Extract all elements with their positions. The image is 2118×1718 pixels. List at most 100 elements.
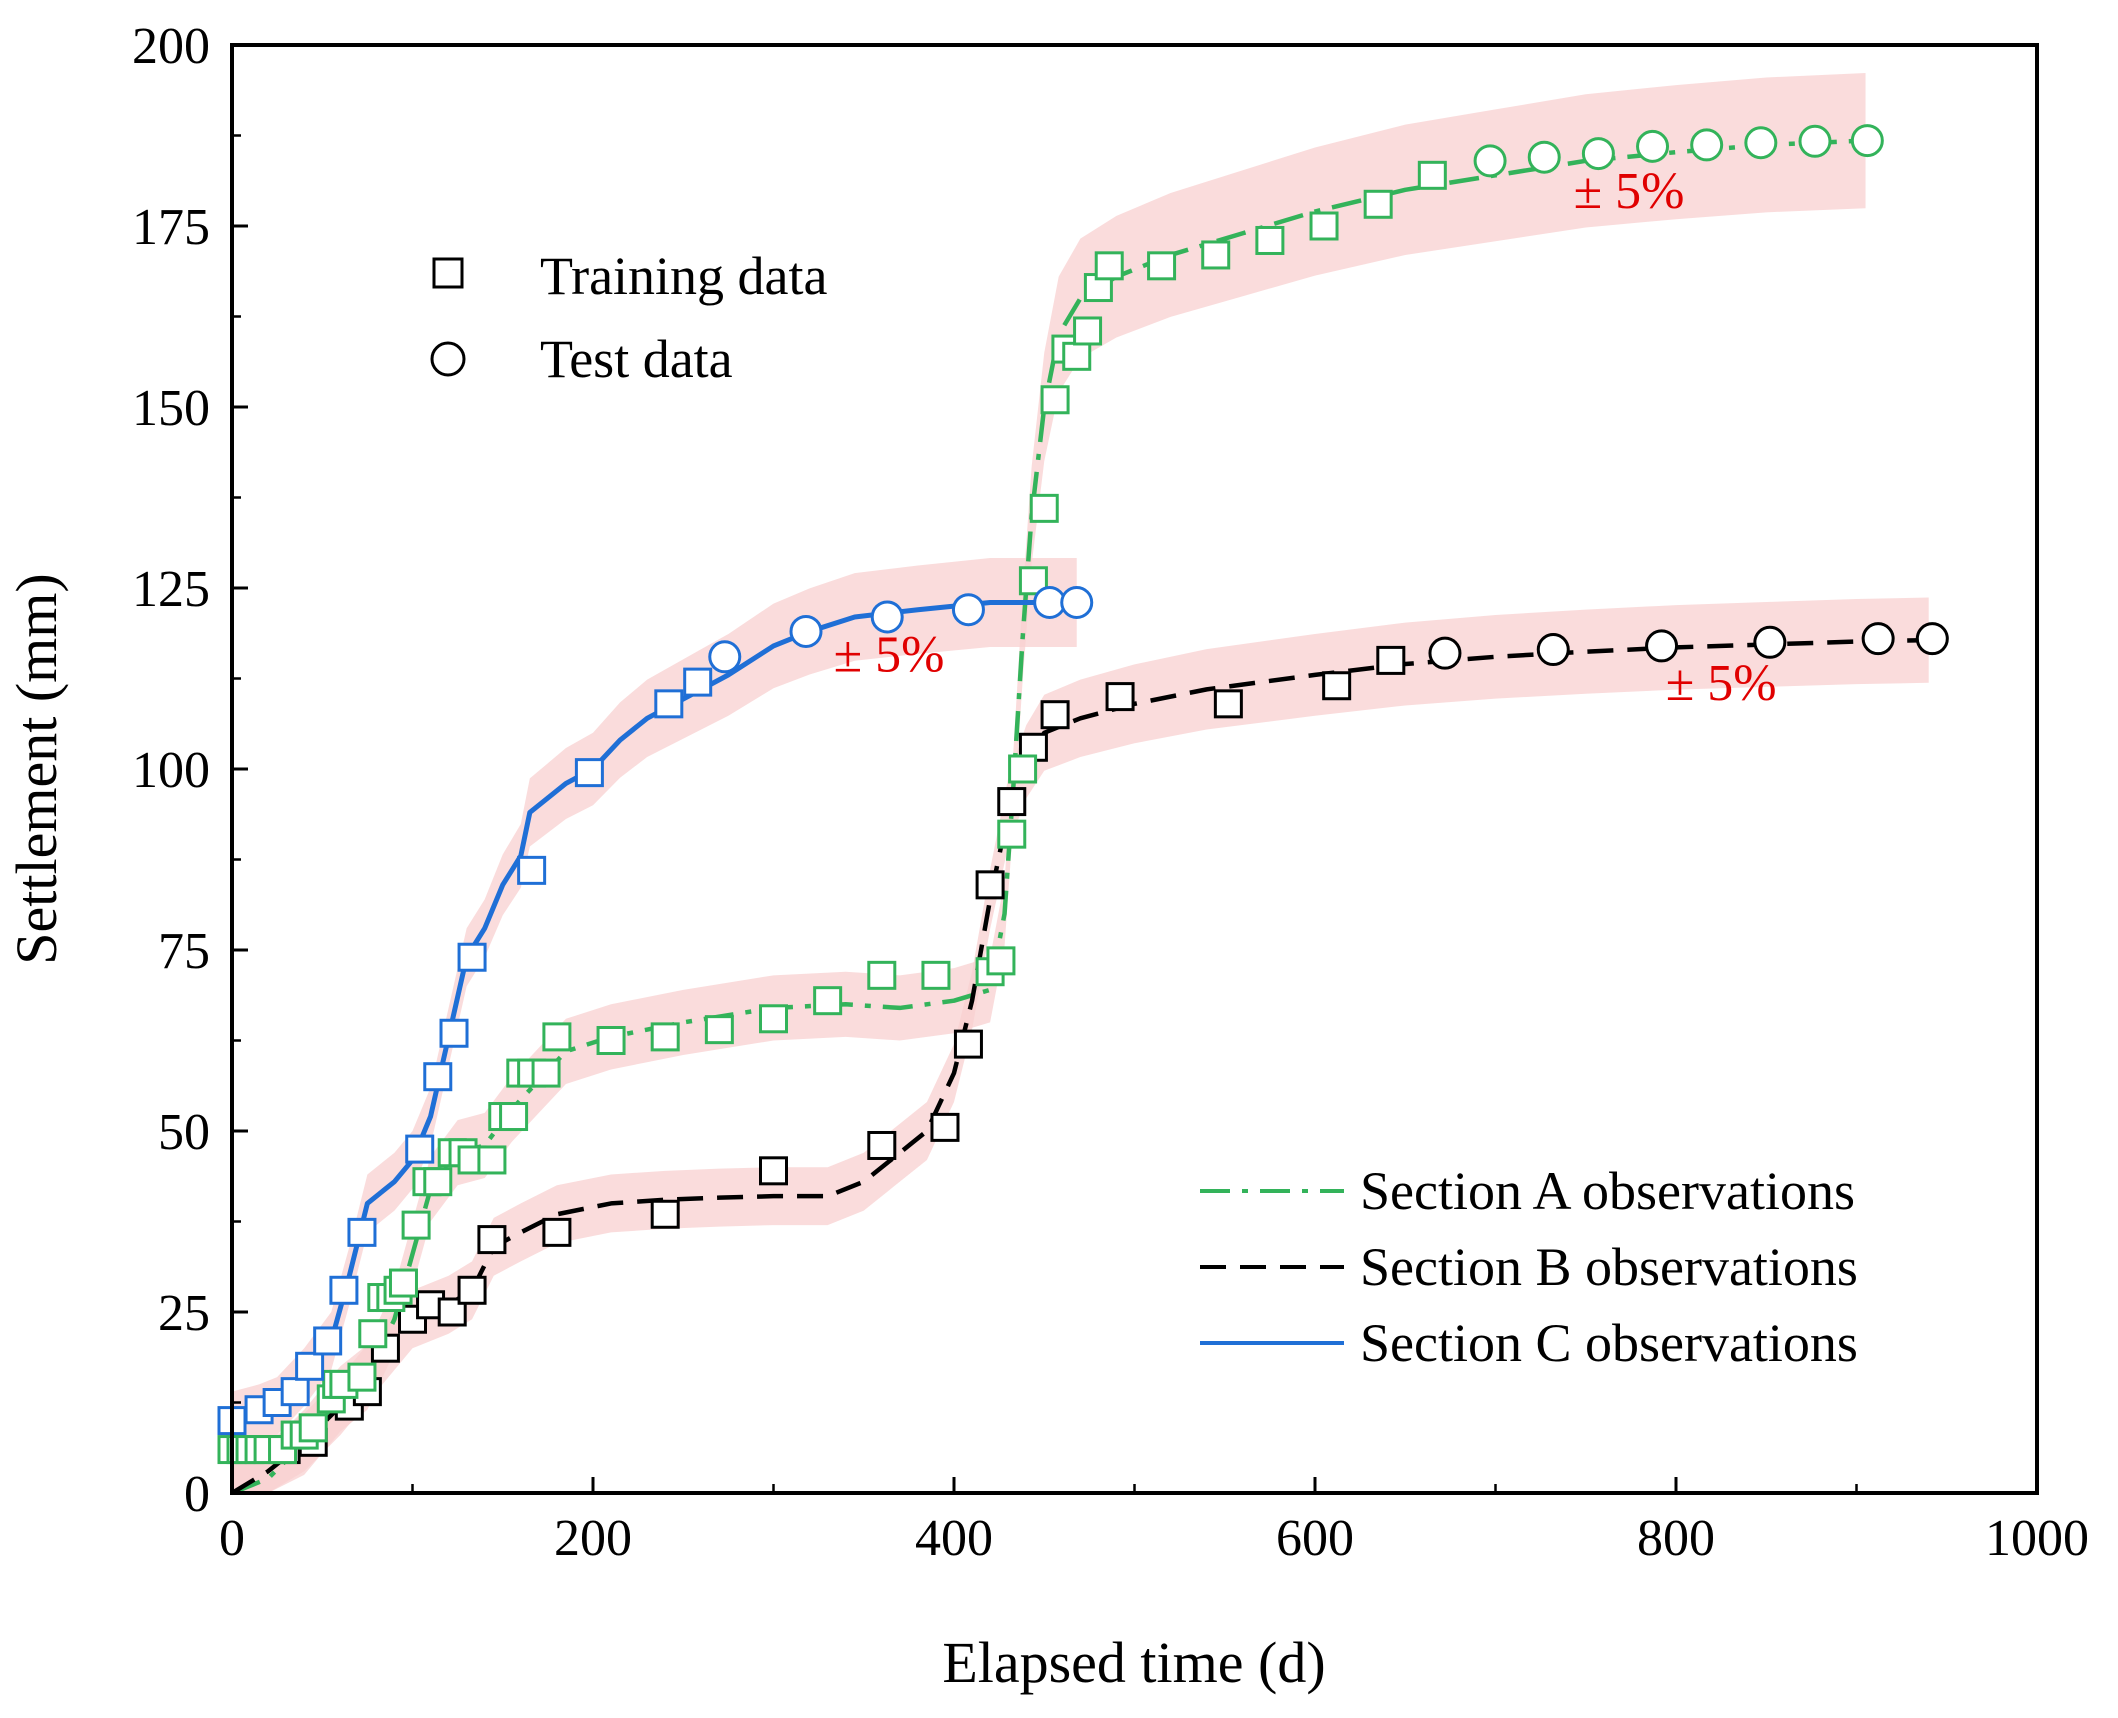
y-tick-label: 125 <box>132 561 210 618</box>
train-point-section_c <box>457 942 487 972</box>
train-point-section_a <box>1363 189 1393 219</box>
test-point-section_c <box>1060 585 1094 619</box>
train-point-section_c <box>295 1351 325 1381</box>
train-point-section_c <box>313 1326 343 1356</box>
train-point-section_a <box>358 1319 388 1349</box>
x-tick-label: 200 <box>554 1510 632 1567</box>
test-point-section_b <box>1861 622 1895 656</box>
train-point-section_a <box>1073 316 1103 346</box>
train-point-section_b <box>1322 671 1352 701</box>
legend-label-test: Test data <box>540 329 733 389</box>
test-point-section_c <box>789 614 823 648</box>
train-point-section_b <box>1105 682 1135 712</box>
x-tick-label: 0 <box>219 1510 245 1567</box>
train-point-section_b <box>997 787 1027 817</box>
data-markers <box>217 124 1949 1465</box>
train-point-section_c <box>329 1275 359 1305</box>
band-labels: ± 5% ± 5% ± 5% <box>834 163 1777 712</box>
y-tick-label: 50 <box>158 1104 210 1161</box>
y-tick-label: 100 <box>132 742 210 799</box>
train-point-section_a <box>423 1167 453 1197</box>
train-point-section_b <box>1040 700 1070 730</box>
band-label-section_b: ± 5% <box>1666 655 1777 712</box>
band-label-section_c: ± 5% <box>834 626 945 683</box>
train-point-section_b <box>477 1225 507 1255</box>
test-point-section_a <box>1473 144 1507 178</box>
test-point-section_a <box>1636 129 1670 163</box>
train-point-section_a <box>499 1102 529 1132</box>
train-point-section_a <box>477 1145 507 1175</box>
x-axis-title: Elapsed time (d) <box>942 1630 1325 1695</box>
legend-marker-circle <box>430 341 466 377</box>
train-point-section_c <box>280 1377 310 1407</box>
band-section_a <box>232 72 1866 1493</box>
test-point-section_c <box>870 600 904 634</box>
y-axis-ticks: 0 25 50 75 100 125 150 175 200 <box>132 18 248 1523</box>
train-point-section_c <box>405 1134 435 1164</box>
legend-label-section-b: Section B observations <box>1360 1237 1858 1297</box>
y-tick-label: 175 <box>132 199 210 256</box>
legend-label-section-a: Section A observations <box>1360 1161 1855 1221</box>
y-tick-label: 200 <box>132 18 210 75</box>
test-point-section_a <box>1690 128 1724 162</box>
train-point-section_c <box>517 855 547 885</box>
x-tick-label: 600 <box>1276 1510 1354 1567</box>
train-point-section_b <box>975 870 1005 900</box>
train-point-section_b <box>1213 689 1243 719</box>
train-point-section_a <box>298 1413 328 1443</box>
test-point-section_b <box>1536 633 1570 667</box>
y-tick-label: 75 <box>158 923 210 980</box>
test-point-section_a <box>1527 140 1561 174</box>
train-point-section_c <box>423 1062 453 1092</box>
train-point-section_a <box>1255 225 1285 255</box>
train-point-section_a <box>813 986 843 1016</box>
band-section_b <box>232 597 1929 1493</box>
train-point-section_c <box>439 1018 469 1048</box>
train-point-section_a <box>1040 385 1070 415</box>
legend-label-section-c: Section C observations <box>1360 1313 1858 1373</box>
marker-legend: Training data Test data <box>430 246 828 389</box>
train-point-section_a <box>1417 160 1447 190</box>
legend-marker-square <box>432 257 464 289</box>
train-point-section_a <box>1147 251 1177 281</box>
test-point-section_c <box>951 593 985 627</box>
y-tick-label: 0 <box>184 1466 210 1523</box>
band-label-section_a: ± 5% <box>1574 163 1685 220</box>
train-point-section_a <box>1094 251 1124 281</box>
train-point-section_b <box>1376 645 1406 675</box>
y-tick-label: 25 <box>158 1285 210 1342</box>
train-point-section_b <box>457 1275 487 1305</box>
train-point-section_a <box>704 1015 734 1045</box>
train-point-section_b <box>953 1029 983 1059</box>
train-point-section_b <box>650 1199 680 1229</box>
train-point-section_a <box>347 1362 377 1392</box>
train-point-section_b <box>867 1130 897 1160</box>
train-point-section_a <box>867 960 897 990</box>
train-point-section_a <box>542 1022 572 1052</box>
train-point-section_b <box>542 1217 572 1247</box>
test-point-section_a <box>1850 124 1884 158</box>
train-point-section_a <box>921 960 951 990</box>
test-point-section_a <box>1798 124 1832 158</box>
train-point-section_a <box>1029 493 1059 523</box>
line-legend: Section A observations Section B observa… <box>1200 1161 1858 1373</box>
train-point-section_a <box>596 1026 626 1055</box>
train-point-section_c <box>574 758 604 788</box>
y-tick-label: 150 <box>132 380 210 437</box>
train-point-section_c <box>654 689 684 719</box>
legend-label-training: Training data <box>540 246 828 306</box>
test-point-section_a <box>1744 126 1778 160</box>
test-point-section_b <box>1753 625 1787 659</box>
train-point-section_a <box>759 1004 788 1034</box>
test-point-section_c <box>1033 585 1067 619</box>
train-point-section_a <box>401 1210 431 1240</box>
test-point-section_b <box>1915 622 1949 656</box>
test-point-section_c <box>708 640 742 674</box>
train-point-section_a <box>1309 211 1339 241</box>
test-point-section_b <box>1645 629 1679 663</box>
test-point-section_a <box>1581 137 1615 171</box>
train-point-section_a <box>388 1268 418 1298</box>
train-point-section_a <box>997 819 1027 849</box>
train-point-section_b <box>930 1112 960 1142</box>
